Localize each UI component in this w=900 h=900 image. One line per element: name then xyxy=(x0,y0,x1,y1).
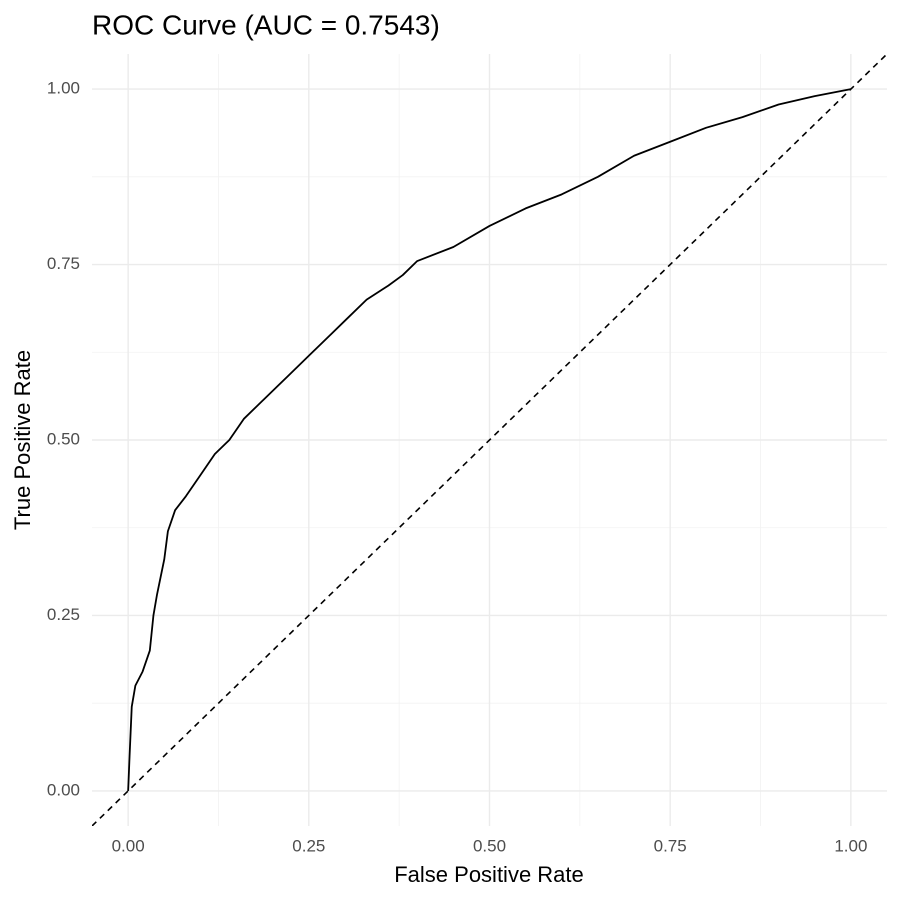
roc-curve xyxy=(127,88,852,791)
x-axis-label: False Positive Rate xyxy=(394,862,584,887)
y-tick-label: 0.25 xyxy=(47,605,80,624)
x-tick-label: 0.00 xyxy=(112,836,145,855)
x-tick-label: 0.50 xyxy=(473,836,506,855)
x-tick-label: 1.00 xyxy=(834,836,867,855)
reference-line xyxy=(92,54,887,826)
y-axis-label: True Positive Rate xyxy=(10,350,35,530)
y-tick-label: 0.50 xyxy=(47,429,80,448)
y-tick-label: 0.75 xyxy=(47,254,80,273)
y-tick-label: 0.00 xyxy=(47,780,80,799)
chart-title: ROC Curve (AUC = 0.7543) xyxy=(92,9,440,40)
x-tick-label: 0.75 xyxy=(654,836,687,855)
x-tick-label: 0.25 xyxy=(292,836,325,855)
y-tick-label: 1.00 xyxy=(47,79,80,98)
